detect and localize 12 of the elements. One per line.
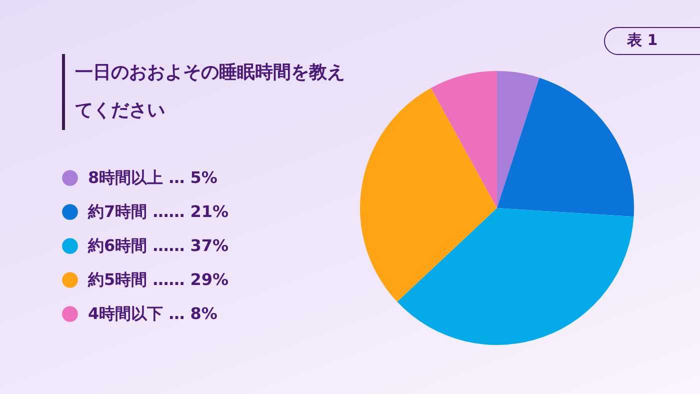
pie-slice (497, 71, 540, 208)
legend-label: 約6時間 …… 37% (87, 236, 229, 255)
pie-slice (360, 88, 497, 302)
pie-slice (397, 208, 634, 345)
text: 一日のおおよその睡眠時間を教えてください (62, 54, 345, 130)
legend-label: 8時間以上 … 5% (88, 168, 218, 187)
legend-label: 4時間以下 … 8% (88, 304, 218, 323)
text: 表 1 (604, 27, 700, 55)
pie-slice (431, 71, 497, 208)
legend-label: 約5時間 …… 29% (87, 270, 229, 289)
legend-label: 約7時間 …… 21% (87, 202, 229, 221)
pie-slice (497, 78, 634, 217)
